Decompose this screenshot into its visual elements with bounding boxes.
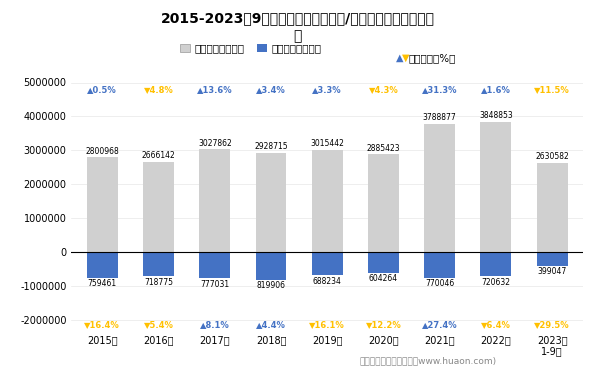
- Bar: [368, 154, 399, 252]
- Text: ▲3.3%: ▲3.3%: [312, 85, 342, 94]
- Bar: [537, 252, 568, 266]
- Text: 777031: 777031: [201, 280, 229, 289]
- Text: ▼12.2%: ▼12.2%: [365, 320, 402, 329]
- Text: 819906: 819906: [256, 281, 286, 290]
- Text: 2666142: 2666142: [142, 151, 176, 160]
- Text: ▼5.4%: ▼5.4%: [143, 320, 174, 329]
- Text: ▲4.4%: ▲4.4%: [256, 320, 286, 329]
- Text: 制图：华经产业研究院（www.huaon.com): 制图：华经产业研究院（www.huaon.com): [360, 357, 497, 366]
- Bar: [199, 149, 230, 252]
- Bar: [143, 162, 174, 252]
- Text: 3015442: 3015442: [311, 140, 344, 148]
- Text: 2928715: 2928715: [254, 142, 288, 152]
- Text: ▲31.3%: ▲31.3%: [422, 85, 458, 94]
- Bar: [87, 252, 118, 278]
- Text: 2885423: 2885423: [367, 144, 400, 153]
- Text: 2800968: 2800968: [86, 147, 119, 156]
- Text: ▼: ▼: [402, 53, 409, 63]
- Text: 688234: 688234: [313, 277, 342, 286]
- Text: 3027862: 3027862: [198, 139, 231, 148]
- Text: 2630582: 2630582: [536, 153, 569, 162]
- Bar: [424, 123, 455, 252]
- Bar: [87, 157, 118, 252]
- Text: 399047: 399047: [537, 267, 567, 276]
- Text: 2015-2023年9月中山市（境内目的地/货源地）进、出口额统
计: 2015-2023年9月中山市（境内目的地/货源地）进、出口额统 计: [161, 11, 434, 44]
- Text: 718775: 718775: [144, 278, 173, 287]
- Text: ▼11.5%: ▼11.5%: [534, 85, 570, 94]
- Text: ▲1.6%: ▲1.6%: [481, 85, 511, 94]
- Bar: [312, 252, 343, 275]
- Text: ▲13.6%: ▲13.6%: [197, 85, 233, 94]
- Bar: [424, 252, 455, 278]
- Text: ▲: ▲: [396, 53, 403, 63]
- Bar: [256, 252, 286, 280]
- Bar: [143, 252, 174, 276]
- Text: ▼16.1%: ▼16.1%: [309, 320, 345, 329]
- Text: ▲0.5%: ▲0.5%: [87, 85, 117, 94]
- Text: ▼16.4%: ▼16.4%: [84, 320, 120, 329]
- Text: 759461: 759461: [88, 279, 117, 288]
- Bar: [537, 163, 568, 252]
- Text: 604264: 604264: [369, 274, 398, 283]
- Text: 720632: 720632: [481, 278, 511, 287]
- Text: ▼4.3%: ▼4.3%: [369, 85, 399, 94]
- Text: ▼6.4%: ▼6.4%: [481, 320, 511, 329]
- Text: ▼4.8%: ▼4.8%: [143, 85, 173, 94]
- Bar: [312, 150, 343, 252]
- Text: ▲3.4%: ▲3.4%: [256, 85, 286, 94]
- Bar: [199, 252, 230, 278]
- Legend: 出口额（万美元）, 进口额（万美元）: 出口额（万美元）, 进口额（万美元）: [180, 43, 321, 53]
- Bar: [368, 252, 399, 273]
- Text: 770046: 770046: [425, 279, 455, 288]
- Bar: [481, 252, 512, 276]
- Text: 3848853: 3848853: [479, 111, 513, 120]
- Bar: [481, 122, 512, 252]
- Text: 3788877: 3788877: [423, 113, 456, 122]
- Text: 同比增长（%）: 同比增长（%）: [408, 53, 456, 63]
- Text: ▼29.5%: ▼29.5%: [534, 320, 570, 329]
- Text: ▲8.1%: ▲8.1%: [200, 320, 230, 329]
- Bar: [256, 153, 286, 252]
- Text: ▲27.4%: ▲27.4%: [422, 320, 458, 329]
